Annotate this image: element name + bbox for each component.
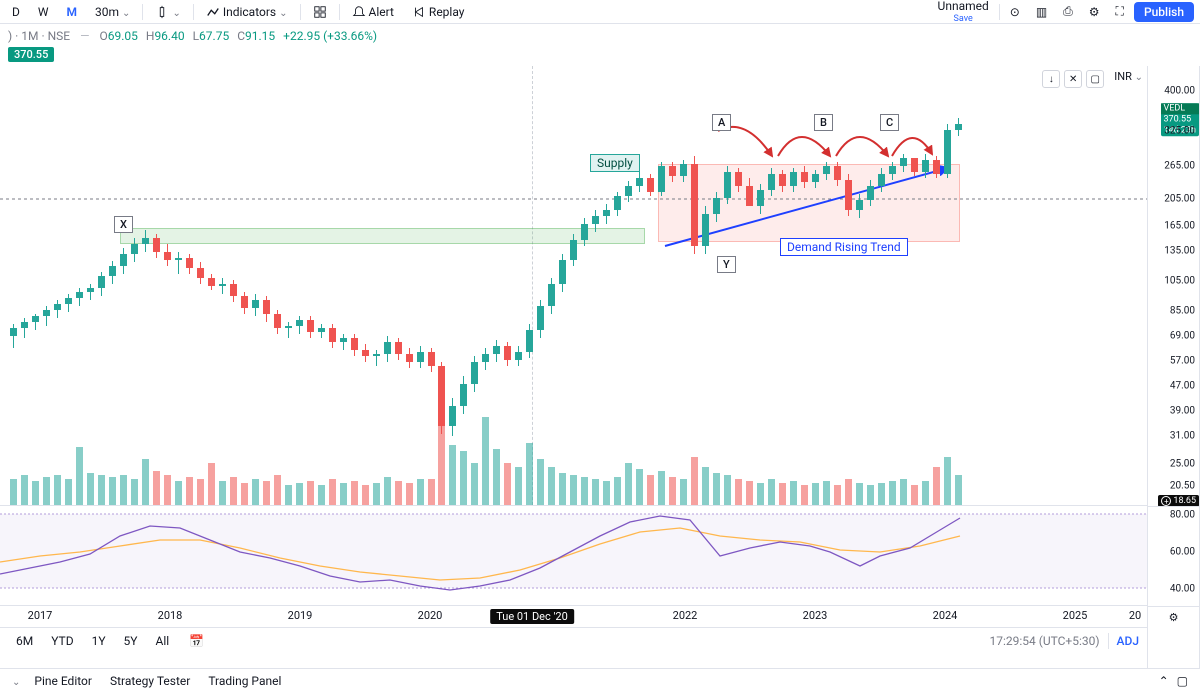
camera-icon[interactable]: ⎙ bbox=[1057, 2, 1079, 21]
templates-button[interactable] bbox=[307, 3, 333, 21]
bottom-expand[interactable] bbox=[12, 674, 20, 688]
rsi-pane[interactable] bbox=[0, 506, 1147, 606]
tf-w[interactable]: W bbox=[32, 3, 55, 21]
publish-button[interactable]: Publish bbox=[1134, 2, 1194, 22]
tf-30m[interactable]: 30m bbox=[89, 3, 136, 21]
alert-button[interactable]: Alert bbox=[346, 3, 400, 21]
tf-d[interactable]: D bbox=[6, 3, 26, 21]
bottom-strategy-tester[interactable]: Strategy Tester bbox=[110, 674, 190, 688]
fullscreen-icon[interactable]: ⛶ bbox=[1110, 2, 1130, 21]
settings-icon[interactable]: ⚙ bbox=[1083, 3, 1106, 21]
pane-close-icon[interactable]: ✕ bbox=[1064, 70, 1082, 88]
yaxis-price[interactable]: VEDL 370.55 14d 23h 400.00325.00265.0020… bbox=[1148, 66, 1199, 506]
range-YTD[interactable]: YTD bbox=[43, 632, 81, 650]
anno-x: X bbox=[114, 216, 133, 233]
tf-m[interactable]: M bbox=[61, 3, 84, 21]
yaxis-rsi[interactable]: 80.0060.0040.00 bbox=[1148, 506, 1199, 606]
range-6M[interactable]: 6M bbox=[8, 632, 41, 650]
crosshair bbox=[532, 66, 533, 505]
pane-max-icon[interactable]: ▢ bbox=[1086, 70, 1104, 88]
anno-y: Y bbox=[717, 256, 736, 273]
pane-down-icon[interactable]: ↓ bbox=[1042, 70, 1060, 88]
bottom-pine-editor[interactable]: Pine Editor bbox=[34, 674, 92, 688]
anno-c: C bbox=[880, 114, 899, 131]
anno-b: B bbox=[814, 114, 833, 131]
supply-label: Supply bbox=[590, 154, 640, 172]
currency-label[interactable]: INR bbox=[1114, 70, 1143, 88]
top-toolbar: D W M 30m Indicators Alert Replay Unname… bbox=[0, 0, 1200, 24]
time-axis[interactable]: 2017201820192020202220232024202520Tue 01… bbox=[0, 606, 1147, 628]
price-badge: 370.55 bbox=[8, 47, 54, 62]
x-zone bbox=[120, 228, 645, 244]
range-All[interactable]: All bbox=[147, 632, 177, 650]
bottom-trading-panel[interactable]: Trading Panel bbox=[208, 674, 281, 688]
axis-settings-icon[interactable]: ⚙ bbox=[1169, 611, 1179, 624]
anno-a: A bbox=[712, 114, 731, 131]
panel-up-icon[interactable]: ⌃ bbox=[1159, 674, 1169, 688]
ohlc: O69.05 H96.40 L67.75 C91.15 +22.95 (+33.… bbox=[99, 29, 377, 43]
demand-label: Demand Rising Trend bbox=[780, 238, 908, 256]
symbol-info: ) · 1M · NSE — O69.05 H96.40 L67.75 C91.… bbox=[0, 24, 1200, 48]
layout-name[interactable]: UnnamedSave bbox=[932, 0, 995, 26]
goto-date[interactable]: 📅 bbox=[181, 632, 212, 650]
candle-type[interactable] bbox=[149, 3, 186, 21]
price-chart[interactable]: ↓ ✕ ▢ INR X Y A B C Supply bbox=[0, 66, 1147, 506]
symbol-text: ) · 1M · NSE bbox=[8, 29, 70, 43]
search-icon[interactable]: ⊙ bbox=[1004, 3, 1026, 21]
range-1Y[interactable]: 1Y bbox=[84, 632, 114, 650]
range-bar: 6MYTD1Y5YAll 📅 17:29:54 (UTC+5:30) ADJ bbox=[0, 628, 1147, 654]
replay-button[interactable]: Replay bbox=[406, 3, 471, 21]
clock: 17:29:54 (UTC+5:30) bbox=[989, 634, 1099, 648]
indicators-button[interactable]: Indicators bbox=[200, 3, 294, 21]
bottom-panel: Pine EditorStrategy TesterTrading Panel … bbox=[0, 668, 1200, 693]
range-5Y[interactable]: 5Y bbox=[116, 632, 146, 650]
layout-icon[interactable]: ▥ bbox=[1030, 3, 1053, 21]
adj-toggle[interactable]: ADJ bbox=[1117, 634, 1139, 648]
panel-max-icon[interactable]: ▢ bbox=[1177, 674, 1188, 688]
